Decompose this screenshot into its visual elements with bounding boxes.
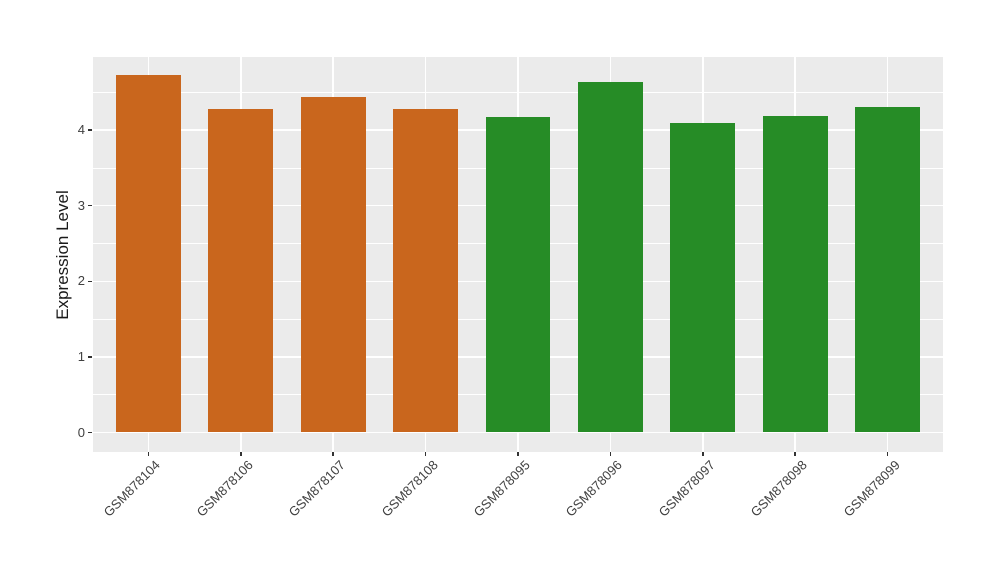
x-axis-tick [517, 452, 519, 456]
y-axis-tick [88, 204, 92, 207]
x-axis-tick [701, 452, 704, 456]
y-axis-tick [88, 356, 92, 358]
y-axis-tick-label: 2 [77, 273, 85, 289]
x-axis-tick [147, 452, 150, 456]
x-axis-tick [886, 452, 889, 456]
y-axis-title: Expression Level [53, 190, 72, 320]
bar-GSM878106 [208, 108, 274, 433]
bar-GSM878098 [762, 115, 828, 433]
x-axis-tick-label: GSM878097 [655, 457, 718, 520]
x-axis-tick [240, 452, 242, 456]
y-axis-tick [88, 431, 92, 434]
bar-GSM878095 [485, 117, 551, 433]
bar-GSM878097 [670, 122, 736, 433]
bar-GSM878096 [578, 82, 643, 433]
x-axis-tick-label: GSM878107 [285, 457, 349, 520]
x-axis-tick [794, 452, 796, 456]
x-axis-tick-label: GSM878108 [378, 457, 441, 520]
y-axis-tick [88, 129, 92, 131]
x-axis-tick-label: GSM878095 [470, 457, 533, 520]
bar-GSM878108 [393, 108, 458, 433]
y-axis-tick-label: 1 [77, 348, 85, 364]
x-axis-tick [332, 452, 334, 456]
bar-GSM878104 [116, 74, 181, 433]
y-axis-tick [88, 280, 92, 283]
x-axis-tick-label: GSM878099 [840, 457, 903, 520]
bar-GSM878107 [300, 96, 366, 433]
x-axis-tick-label: GSM878106 [193, 457, 256, 520]
plot-panel [93, 57, 943, 452]
x-axis-tick-label: GSM878104 [101, 457, 164, 520]
x-axis-tick-label: GSM878098 [747, 457, 811, 520]
x-axis-tick-label: GSM878096 [563, 457, 626, 520]
x-axis-tick [609, 452, 612, 456]
bar-GSM878099 [855, 106, 920, 433]
y-axis-tick-label: 0 [77, 424, 85, 440]
x-axis-tick [424, 452, 427, 456]
y-axis-tick-label: 3 [77, 197, 85, 213]
y-axis-tick-label: 4 [77, 122, 85, 138]
